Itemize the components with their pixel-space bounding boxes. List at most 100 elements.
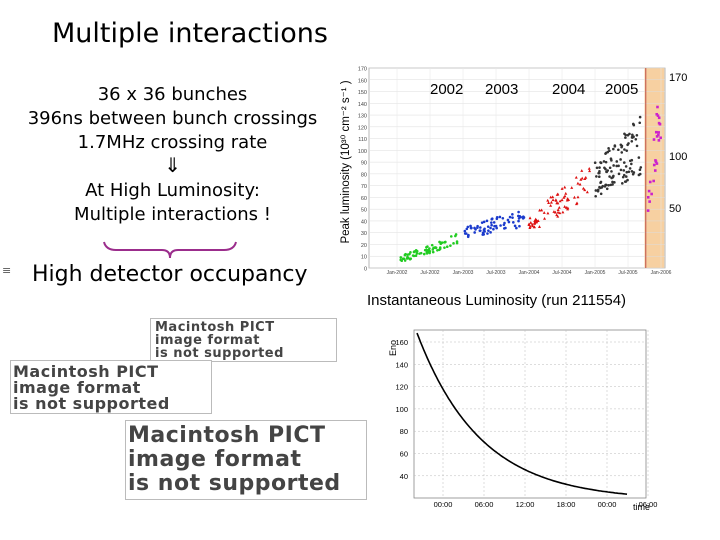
- data-point: [610, 159, 613, 162]
- data-point: [480, 221, 484, 224]
- data-point: [422, 252, 426, 256]
- data-point: [597, 175, 601, 178]
- data-point: [414, 248, 418, 252]
- data-point: [654, 160, 658, 163]
- data-point: [583, 188, 587, 192]
- data-point: [490, 217, 494, 221]
- data-point: [445, 245, 449, 249]
- y-tick-label: 20: [361, 243, 367, 249]
- data-point: [593, 161, 597, 165]
- data-point: [465, 227, 469, 231]
- data-point: [482, 220, 486, 224]
- data-point: [490, 223, 493, 227]
- data-point: [628, 159, 632, 163]
- x-tick-label: Jan-2004: [519, 270, 540, 276]
- data-point: [554, 198, 558, 202]
- data-point: [428, 251, 431, 255]
- data-point: [594, 189, 598, 192]
- y-tick-label: 30: [361, 231, 367, 237]
- year-label: 2005: [605, 81, 638, 98]
- data-point: [443, 246, 446, 249]
- data-point: [587, 166, 591, 170]
- x-tick-label: Jan-2002: [387, 270, 408, 276]
- data-point: [613, 144, 617, 147]
- data-point: [558, 211, 562, 215]
- data-point: [549, 203, 553, 207]
- data-point: [637, 156, 641, 159]
- data-point: [570, 186, 574, 189]
- data-point: [564, 206, 568, 209]
- data-point: [604, 160, 608, 164]
- data-point: [609, 183, 613, 187]
- data-point: [536, 219, 540, 223]
- data-point: [556, 192, 560, 196]
- data-point: [596, 189, 600, 193]
- data-point: [560, 187, 564, 190]
- data-point: [605, 187, 609, 191]
- data-point: [493, 224, 496, 228]
- y-tick-label: 130: [358, 114, 367, 120]
- data-point: [487, 229, 490, 232]
- data-point: [418, 252, 421, 255]
- data-point: [652, 179, 655, 183]
- data-point: [415, 252, 419, 255]
- data-point: [519, 215, 523, 219]
- data-point: [527, 223, 531, 226]
- data-point: [563, 205, 567, 208]
- data-point: [537, 225, 541, 228]
- data-point: [479, 229, 482, 232]
- data-point: [443, 241, 446, 244]
- data-point: [603, 166, 606, 170]
- data-point: [647, 189, 651, 193]
- y-tick-label: 150: [358, 90, 367, 96]
- data-point: [556, 210, 560, 214]
- data-point: [624, 180, 628, 183]
- data-point: [549, 195, 553, 199]
- data-point: [622, 173, 626, 177]
- data-point: [412, 254, 416, 258]
- data-point: [630, 135, 634, 139]
- y-tick-label: 160: [395, 338, 408, 347]
- data-point: [492, 221, 496, 224]
- y-tick-label: 40: [361, 219, 367, 225]
- data-point: [538, 208, 542, 212]
- data-point: [528, 224, 532, 228]
- data-point: [598, 166, 601, 169]
- data-point: [498, 215, 502, 219]
- right-axis-label: 170: [669, 72, 687, 84]
- text-spacing: 396ns between bunch crossings: [27, 108, 318, 129]
- data-point: [512, 221, 515, 224]
- data-point: [533, 219, 537, 223]
- data-point: [479, 226, 482, 229]
- pict-placeholder-3: Macintosh PICT image format is not suppo…: [125, 420, 367, 500]
- y-tick-label: 160: [358, 78, 367, 84]
- data-point: [469, 226, 473, 230]
- data-point: [430, 243, 434, 247]
- data-point: [624, 175, 628, 178]
- data-point: [646, 209, 650, 212]
- data-point: [486, 232, 489, 235]
- data-point: [599, 186, 602, 190]
- data-point: [502, 223, 506, 227]
- data-point: [612, 147, 615, 151]
- data-point: [652, 138, 656, 141]
- peak-chart-ylabel: Peak luminosity (10³⁰ cm⁻² s⁻¹ ): [340, 80, 352, 244]
- brace-icon: [103, 241, 237, 259]
- y-tick-label: 140: [395, 360, 408, 369]
- data-point: [404, 252, 407, 256]
- data-point: [531, 224, 535, 228]
- data-point: [485, 219, 489, 223]
- data-point: [608, 166, 612, 170]
- data-point: [607, 184, 610, 187]
- data-point: [476, 226, 479, 229]
- data-point: [581, 186, 585, 190]
- pict-placeholder-1: Macintosh PICT image format is not suppo…: [150, 318, 337, 362]
- data-point: [489, 226, 492, 230]
- data-point: [621, 182, 624, 185]
- data-point: [499, 224, 502, 227]
- data-point: [650, 192, 653, 196]
- data-point: [473, 231, 476, 234]
- x-tick-label: 18:00: [557, 500, 576, 509]
- data-point: [603, 185, 607, 188]
- down-arrow-icon: ⇓: [164, 153, 181, 177]
